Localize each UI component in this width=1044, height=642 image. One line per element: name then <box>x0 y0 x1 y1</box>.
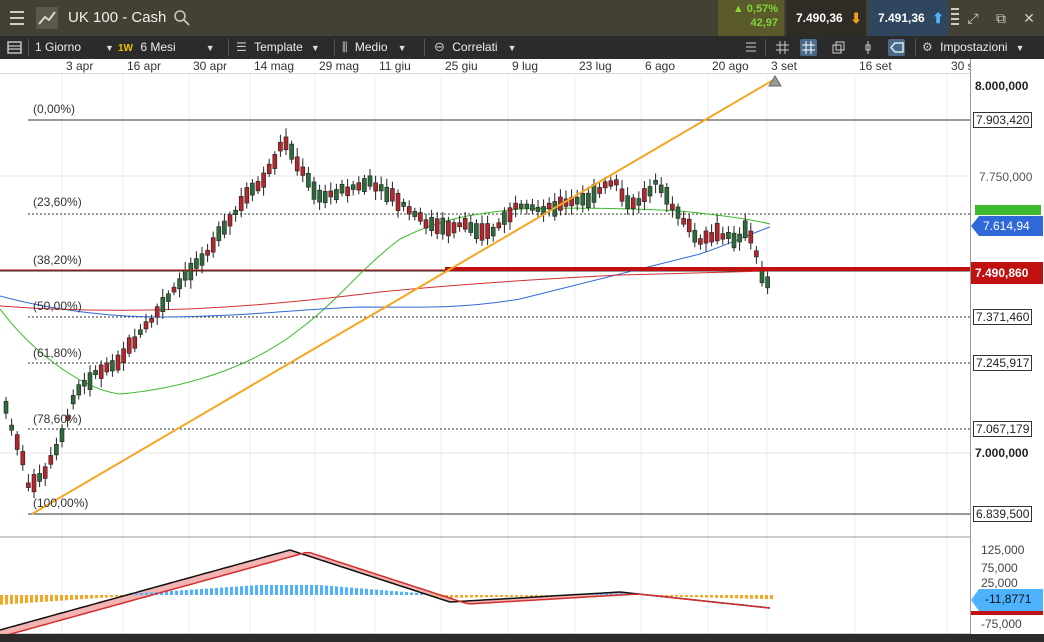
chart-type-icon[interactable] <box>34 5 60 31</box>
correlated-dropdown[interactable]: ⊖ Correlati ▼ <box>434 39 517 54</box>
label-tool-icon[interactable] <box>888 39 905 56</box>
change-absolute: 42,97 <box>750 17 778 29</box>
macd-indicator <box>0 549 773 634</box>
horizontal-gridlines <box>0 175 970 454</box>
template-label: Template <box>254 40 303 54</box>
expand-icon[interactable]: ⤢ <box>967 10 979 26</box>
fib-label-0: (0,00%) <box>33 102 76 116</box>
indicator-tick: 125,000 <box>981 543 1025 557</box>
date-label: 6 ago <box>645 59 676 73</box>
hamburger-menu-icon[interactable] <box>4 5 30 31</box>
indicator-badge <box>971 589 1043 611</box>
moving-average-blue <box>0 226 771 318</box>
trendline-handle-icon[interactable] <box>768 75 782 87</box>
indicator-tick: 25,000 <box>981 576 1018 590</box>
indicator-value: -11,8771 <box>985 592 1032 606</box>
range-dropdown[interactable]: 1W 6 Mesi ▼ <box>118 40 215 54</box>
buy-price: 7.491,36 <box>878 11 925 25</box>
timeframe-dropdown[interactable]: 1 Giorno ▼ <box>35 40 114 54</box>
up-arrow-icon: ⬆ <box>932 10 944 26</box>
fib-label-100: (100,00%) <box>33 496 89 510</box>
date-label: 20 ago <box>712 59 749 73</box>
fib-label-236: (23,60%) <box>33 195 82 209</box>
close-icon[interactable]: ✕ <box>1023 10 1035 26</box>
candle-type-icon[interactable] <box>860 39 877 56</box>
average-label: Medio <box>354 40 388 54</box>
price-chart[interactable] <box>0 59 970 634</box>
indicator-signal-badge <box>971 611 1043 615</box>
settings-dropdown[interactable]: ⚙ Impostazioni ▼ <box>922 40 1025 54</box>
instrument-title[interactable]: UK 100 - Cash <box>68 9 167 26</box>
title-bar: UK 100 - Cash ▲ 0,57% 42,97 7.490,36 ⬇ 7… <box>0 0 1044 36</box>
change-percent: ▲ 0,57% <box>732 3 778 15</box>
range-label: 6 Mesi <box>140 40 176 54</box>
gear-icon: ⚙ <box>922 40 933 54</box>
moving-average-red <box>0 270 771 311</box>
list-icon[interactable] <box>742 39 759 56</box>
price-change-box: ▲ 0,57% 42,97 <box>718 0 784 36</box>
moving-average-green <box>0 207 771 395</box>
price-axis[interactable]: 8.000,000 7.903,420 7.750,000 7.614,94 7… <box>970 59 1044 642</box>
date-label: 3 set <box>771 59 798 73</box>
down-arrow-icon: ⬇ <box>850 10 862 26</box>
date-label: 23 lug <box>579 59 612 73</box>
price-tick: 8.000,000 <box>975 79 1029 93</box>
date-label: 29 mag <box>319 59 360 73</box>
date-label: 9 lug <box>512 59 539 73</box>
layers-icon[interactable] <box>830 39 847 56</box>
fib-price-786: 7.067,179 <box>973 421 1033 437</box>
settings-label: Impostazioni <box>940 40 1008 54</box>
chart-toolbar: 1 Giorno ▼ 1W 6 Mesi ▼ ☰ Template ▼ ⫼ Medio… <box>0 36 1044 59</box>
template-icon: ☰ <box>236 40 247 54</box>
panel-icon[interactable] <box>6 39 23 56</box>
sell-price-button[interactable]: 7.490,36 ⬇ <box>786 0 866 36</box>
timeframe-label: 1 Giorno <box>35 40 82 54</box>
sell-price: 7.490,36 <box>796 11 843 25</box>
fib-price-500: 7.371,460 <box>973 309 1033 325</box>
range-badge: 1W <box>118 43 133 54</box>
ma-green-badge <box>975 205 1041 215</box>
price-tick: 7.000,000 <box>975 446 1029 460</box>
status-bar <box>0 634 1044 642</box>
current-price-band <box>445 267 970 271</box>
date-label: 25 giu <box>445 59 478 73</box>
fib-label-786: (78,60%) <box>33 412 82 426</box>
fib-label-382: (38,20%) <box>33 253 82 267</box>
template-dropdown[interactable]: ☰ Template ▼ <box>236 40 320 54</box>
drag-handle-icon[interactable] <box>950 6 960 30</box>
fib-price-618: 7.245,917 <box>973 355 1033 371</box>
date-label: 16 apr <box>127 59 162 73</box>
crosshair-icon[interactable] <box>800 39 817 56</box>
date-axis: 3 apr 16 apr 30 apr 14 mag 29 mag 11 giu 25 gi… <box>0 59 984 74</box>
grid-icon[interactable] <box>774 39 791 56</box>
indicator-tick: -75,000 <box>981 617 1022 631</box>
date-label: 14 mag <box>254 59 295 73</box>
date-label: 16 set <box>859 59 892 73</box>
price-tick: 7.750,000 <box>979 170 1033 184</box>
ma-price-badge: 7.614,94 <box>971 216 1043 236</box>
search-icon[interactable] <box>173 9 191 27</box>
fib-label-618: (61,80%) <box>33 346 82 360</box>
fib-label-500: (50,00%) <box>33 299 82 313</box>
candle-icon: ⫼ <box>342 40 348 54</box>
current-price-badge: 7.490,860 <box>971 262 1043 284</box>
date-label: 30 apr <box>193 59 228 73</box>
indicator-tick: 75,000 <box>981 561 1018 575</box>
correlated-label: Correlati <box>452 40 498 54</box>
date-label: 3 apr <box>66 59 94 73</box>
average-dropdown[interactable]: ⫼ Medio ▼ <box>342 40 407 54</box>
candlesticks <box>3 128 770 499</box>
vertical-gridlines <box>61 74 948 634</box>
popout-icon[interactable]: ⧉ <box>996 10 1006 26</box>
fib-price-0: 7.903,420 <box>973 112 1033 128</box>
fibonacci-trendline[interactable] <box>31 78 776 515</box>
change-percent-value: 0,57% <box>746 3 778 15</box>
fib-price-100: 6.839,500 <box>973 506 1033 522</box>
correlated-icon: ⊖ <box>434 39 445 54</box>
buy-price-button[interactable]: 7.491,36 ⬆ <box>868 0 948 36</box>
fibonacci-lines <box>0 119 970 515</box>
date-label: 11 giu <box>379 59 411 73</box>
